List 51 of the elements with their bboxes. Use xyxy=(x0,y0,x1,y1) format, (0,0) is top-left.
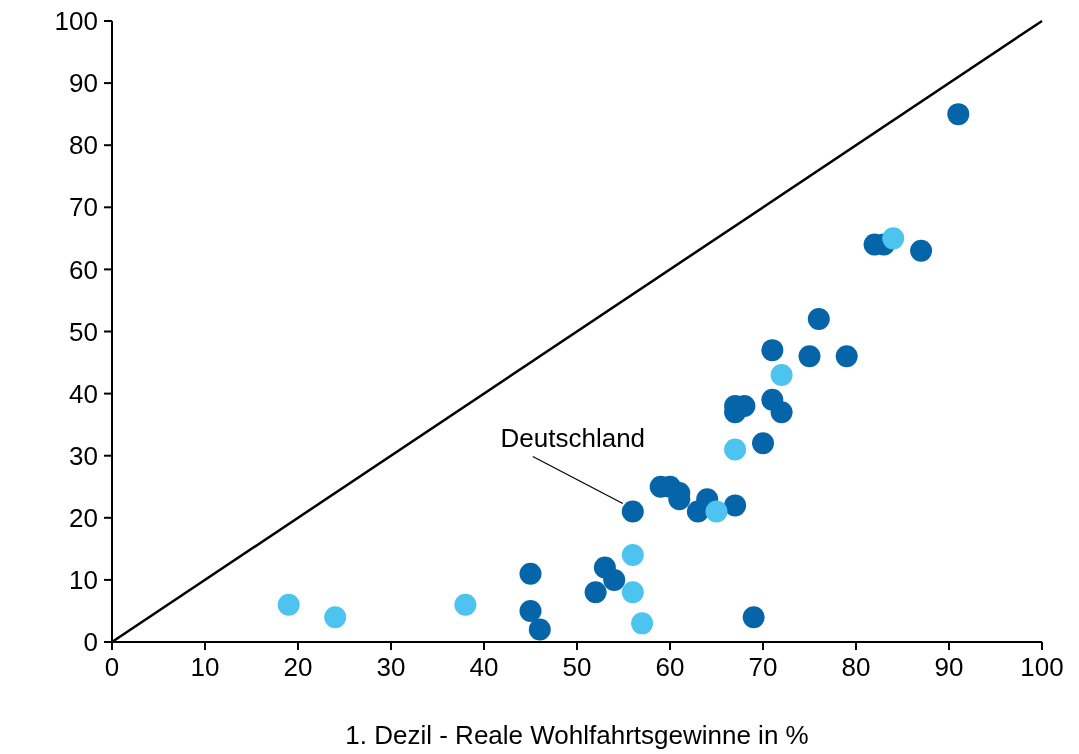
y-tick-label: 30 xyxy=(69,440,98,471)
x-tick-label: 0 xyxy=(104,652,120,682)
x-tick-label: 20 xyxy=(283,652,313,682)
point xyxy=(631,612,654,635)
x-tick-label: 80 xyxy=(841,652,871,682)
y-tick-label: 70 xyxy=(69,192,98,223)
point xyxy=(807,308,830,331)
point xyxy=(882,227,905,250)
x-tick-label: 30 xyxy=(376,652,406,682)
x-tick-label: 60 xyxy=(655,652,685,682)
y-tick-label: 0 xyxy=(83,627,98,658)
point xyxy=(621,544,644,567)
point xyxy=(519,562,542,585)
point xyxy=(324,606,347,629)
point xyxy=(910,239,933,262)
point xyxy=(724,438,747,461)
x-axis-title: 1. Dezil - Reale Wohlfahrtsgewinne in % xyxy=(345,720,809,750)
x-tick-label: 70 xyxy=(748,652,778,682)
x-tick-label: 50 xyxy=(562,652,592,682)
x-tick-label: 40 xyxy=(469,652,499,682)
point xyxy=(770,401,793,424)
point xyxy=(621,581,644,604)
point xyxy=(584,581,607,604)
y-tick-label: 60 xyxy=(69,254,98,285)
point xyxy=(752,432,774,455)
point xyxy=(528,618,551,641)
x-tick-label: 90 xyxy=(934,652,964,682)
annotation: Deutschland xyxy=(500,422,646,453)
point xyxy=(798,345,821,368)
y-tick-label: 80 xyxy=(69,130,98,161)
point xyxy=(761,339,784,362)
y-tick-label: 50 xyxy=(69,316,98,347)
x-tick-label: 10 xyxy=(190,652,220,682)
point xyxy=(621,500,644,523)
point xyxy=(603,568,626,591)
point xyxy=(705,500,728,523)
point xyxy=(770,363,793,386)
y-tick-label: 100 xyxy=(54,6,98,37)
y-tick-label: 90 xyxy=(69,68,98,99)
point xyxy=(277,593,300,616)
point xyxy=(686,500,709,523)
y-tick-label: 20 xyxy=(69,502,98,533)
point xyxy=(454,593,477,616)
point xyxy=(742,606,765,629)
point xyxy=(835,345,858,368)
x-tick-label: 100 xyxy=(1020,652,1064,682)
point xyxy=(519,599,542,622)
y-tick-label: 10 xyxy=(69,565,98,595)
point xyxy=(947,103,970,126)
y-tick-label: 40 xyxy=(69,378,98,409)
point xyxy=(724,494,747,517)
